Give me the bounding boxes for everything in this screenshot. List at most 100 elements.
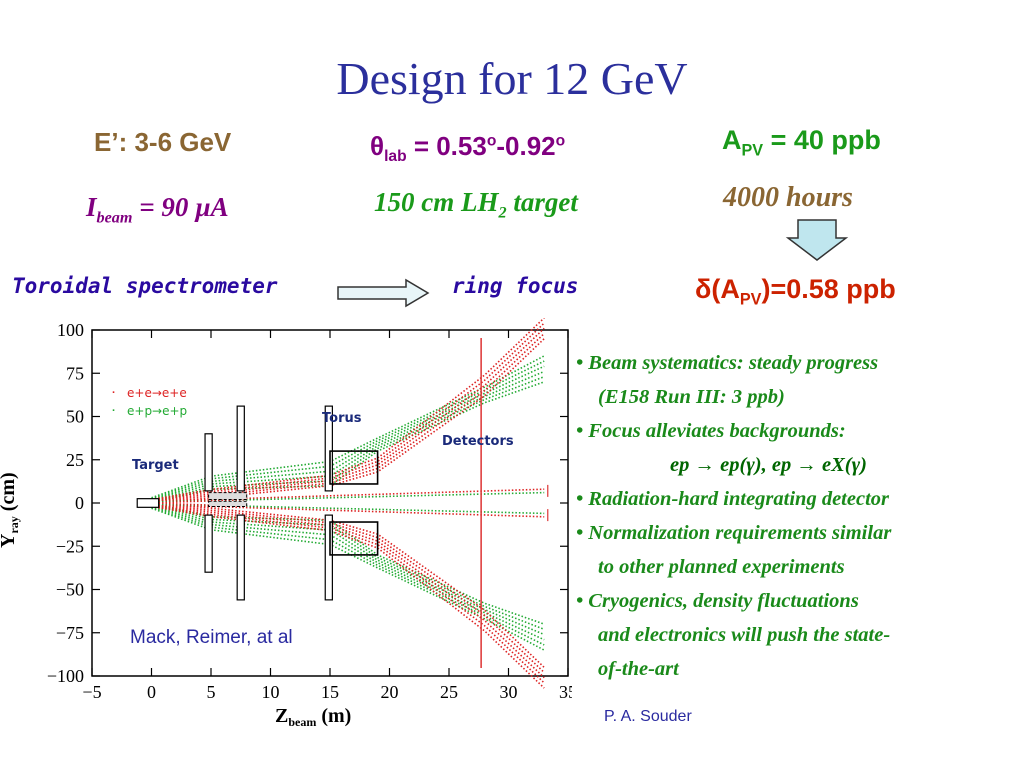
bullet-5: • Cryogenics, density fluctuations [576,590,859,612]
plot-frame [91,329,569,677]
ibeam-main: I [86,192,97,222]
ep-ray [151,507,545,651]
torus-coil [329,450,379,485]
ee-ray [151,505,545,689]
figure-credit: Mack, Reimer, at al [130,627,293,648]
ee-ray [151,503,545,679]
bullet-4: • Normalization requirements similar [576,522,892,544]
bullet-2-cont: ep → ep(γ), ep → eX(γ) [670,454,867,476]
ray-layer [151,318,549,689]
x-axis-label: Zbeam (m) [275,705,351,729]
apv-main: A [722,125,742,155]
shield-block [208,500,248,507]
y-tick-label: 100 [57,320,84,340]
right-arrow-icon [337,278,430,308]
apv-value: APV = 40 ppb [722,125,881,160]
down-arrow-icon [785,219,849,261]
legend-ee: e+e→e+e [127,386,187,400]
ep-ray [151,355,545,499]
ep-ray [151,503,545,515]
bullet-1: • Beam systematics: steady progress [576,352,879,374]
dapv-sub: PV [739,290,762,309]
x-tick-label: 10 [262,682,280,702]
ee-ray [151,327,545,503]
collimator-lower [236,514,245,601]
y-tick-label: −50 [56,580,84,600]
ray-trace-figure: 1007550250−25−50−75−100−505101520253035 … [0,318,572,729]
target-tail: target [506,187,578,217]
legend-dot-ee: · [112,387,116,399]
theta-sub: lab [384,148,407,166]
apparatus-layer [136,405,379,601]
y-tick-label: 25 [66,450,84,470]
theta-symbol: θ [370,131,385,161]
bullet-4-cont: to other planned experiments [598,556,845,578]
x-tick-label: 25 [440,682,458,702]
target-main: 150 cm LH [374,187,499,217]
legend-dot-ep: · [112,405,116,417]
dapv-value: )=0.58 ppb [761,274,896,304]
bullet-3: • Radiation-hard integrating detector [576,488,889,510]
ibeam-value: = 90 µA [132,192,229,222]
y-tick-label: 0 [75,493,84,513]
label-detectors: Detectors [442,434,514,449]
label-target: Target [132,458,179,473]
target-length: 150 cm LH2 target [374,187,578,222]
apv-number: = 40 ppb [763,125,881,155]
author-credit: P. A. Souder [604,708,692,725]
bullet-2: • Focus alleviates backgrounds: [576,420,846,442]
ee-ray [151,503,545,674]
ee-ray [151,502,545,668]
collimator-upper [204,433,213,492]
collimator-lower [204,514,213,573]
collimator-upper [236,405,245,492]
y-tick-label: 75 [66,363,84,383]
collimator-lower [324,514,333,601]
target-cell [136,498,160,508]
ee-ray [151,503,545,518]
target-sub: 2 [498,203,507,222]
theta-deg-1: o [486,132,497,150]
theta-sep: -0.92 [496,131,556,161]
y-axis-label: Yray (cm) [0,472,21,548]
delta-apv: δ(APV)=0.58 ppb [695,274,896,309]
x-tick-label: 35 [559,682,572,702]
x-tick-label: 20 [381,682,399,702]
bullet-1-cont: (E158 Run III: 3 ppb) [598,386,785,408]
dapv-pre: δ(A [695,274,740,304]
bullet-list: • Beam systematics: steady progress (E15… [576,346,1022,686]
x-tick-label: −5 [82,682,101,702]
legend-ep: e+p→e+p [127,404,187,418]
toroidal-label: Toroidal spectrometer [12,274,278,298]
beam-current: Ibeam = 90 µA [86,192,229,227]
y-tick-label: −75 [56,623,84,643]
ee-ray [151,488,545,503]
ibeam-sub: beam [96,208,133,227]
theta-value: = 0.53 [406,131,487,161]
y-tick-label: −25 [56,536,84,556]
ee-ray [151,504,545,684]
collimator-upper [324,405,333,492]
energy-range: E’: 3-6 GeV [94,127,232,157]
bullet-5-cont2: of-the-art [598,658,679,680]
y-tick-label: 50 [66,407,84,427]
ee-ray [151,332,545,503]
slide-title: Design for 12 GeV [336,53,688,104]
ring-focus-label: ring focus [452,274,579,298]
shield-block [208,492,248,501]
apv-sub: PV [741,141,764,160]
x-tick-label: 30 [500,682,518,702]
ee-ray [151,318,545,501]
y-tick-label: −100 [47,666,84,686]
ep-ray [151,491,545,503]
ee-ray [151,338,545,504]
bullet-5-cont1: and electronics will push the state- [598,624,891,646]
theta-deg-2: o [555,132,566,150]
label-torus: Torus [322,411,362,426]
x-tick-label: 0 [147,682,156,702]
x-tick-label: 15 [321,682,339,702]
run-hours: 4000 hours [723,182,853,213]
torus-coil [329,521,379,556]
ee-ray [151,322,545,502]
